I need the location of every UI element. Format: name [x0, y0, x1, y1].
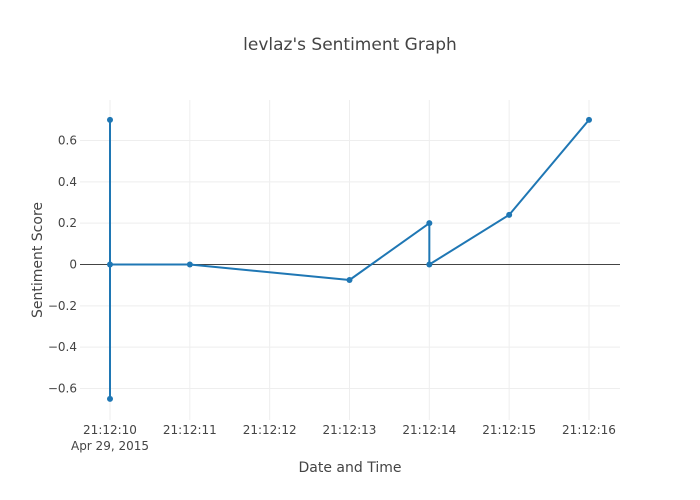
data-point[interactable]	[506, 211, 513, 218]
data-point[interactable]	[426, 261, 433, 268]
x-axis-title: Date and Time	[299, 460, 402, 476]
y-tick-label: 0.2	[58, 216, 77, 230]
y-tick-label: −0.6	[48, 382, 77, 396]
grid-layer	[80, 100, 620, 420]
y-tick-label: 0.6	[58, 134, 77, 148]
data-point[interactable]	[586, 116, 592, 123]
chart-title: levlaz's Sentiment Graph	[243, 35, 457, 55]
data-point[interactable]	[186, 261, 193, 268]
x-tick-label: 21:12:11	[163, 423, 217, 437]
x-tick-label: 21:12:10	[83, 423, 137, 437]
data-point[interactable]	[346, 277, 353, 283]
y-tick-layer: 0.6 0.4 0.2 0 −0.2 −0.4 −0.6	[48, 134, 77, 396]
x-tick-label: 21:12:14	[402, 423, 456, 437]
x-tick-label: 21:12:16	[562, 423, 616, 437]
data-point[interactable]	[107, 116, 113, 123]
y-axis-title: Sentiment Score	[30, 202, 46, 318]
x-tick-label: 21:12:13	[323, 423, 377, 437]
x-tick-sublabel: Apr 29, 2015	[71, 439, 149, 453]
data-point[interactable]	[426, 220, 433, 227]
y-tick-label: −0.4	[48, 340, 77, 354]
x-tick-label: 21:12:12	[243, 423, 297, 437]
y-tick-label: 0.4	[58, 175, 77, 189]
x-tick-label: 21:12:15	[482, 423, 536, 437]
data-point[interactable]	[107, 395, 113, 402]
x-tick-layer: 21:12:10 Apr 29, 2015 21:12:11 21:12:12 21:1…	[71, 423, 616, 453]
data-point[interactable]	[107, 261, 113, 268]
y-tick-label: 0	[69, 258, 77, 272]
series-layer	[107, 116, 592, 402]
y-tick-label: −0.2	[48, 299, 77, 313]
